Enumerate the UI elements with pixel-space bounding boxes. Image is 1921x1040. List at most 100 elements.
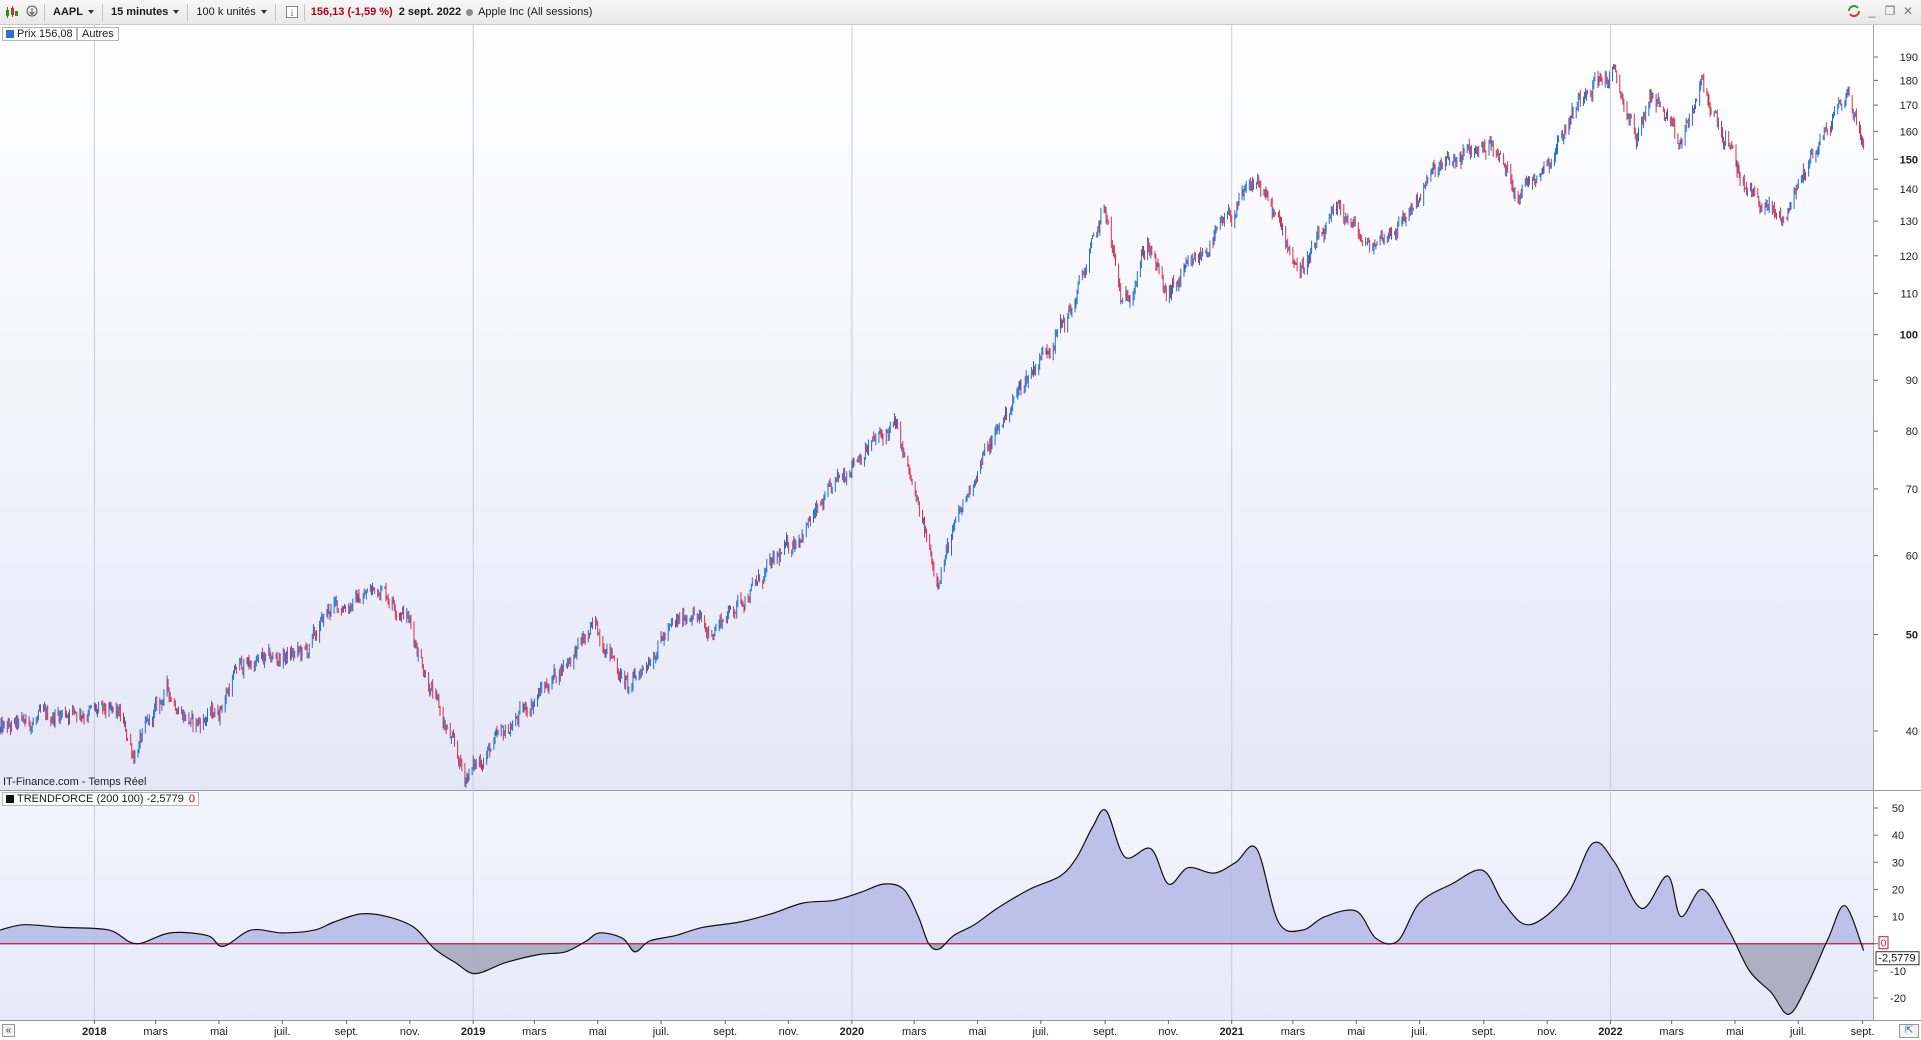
info-icon[interactable]: i — [284, 4, 300, 20]
x-tick-label: juil. — [273, 1026, 291, 1038]
gridlines — [93, 25, 1611, 1020]
session-status-icon — [466, 8, 474, 16]
x-tick-label: mars — [143, 1026, 168, 1038]
x-tick-label: mai — [1726, 1026, 1744, 1038]
indicator-tick-label: 40 — [1892, 830, 1904, 842]
price-tick-label: 150 — [1900, 154, 1918, 166]
time-axis[interactable]: « ⇱ — [0, 1020, 1921, 1040]
x-tick-label: juil. — [1789, 1026, 1807, 1038]
zero-axis-badge — [1878, 936, 1889, 950]
indicator-tick-label: -10 — [1890, 966, 1906, 978]
scroll-right-button[interactable]: ⇱ — [1899, 1024, 1919, 1038]
x-tick-label: mars — [902, 1026, 927, 1038]
x-tick-label: nov. — [400, 1026, 420, 1038]
price-tick-label: 70 — [1906, 484, 1918, 496]
others-button[interactable]: Autres — [77, 27, 119, 41]
x-tick-label: mai — [210, 1026, 228, 1038]
indicator-tick-label: 20 — [1892, 884, 1904, 896]
close-icon[interactable]: ✕ — [1902, 4, 1914, 18]
data-source-label: IT-Finance.com - Temps Réel — [3, 776, 147, 788]
restore-icon[interactable]: ❐ — [1884, 4, 1896, 18]
x-tick-label: 2019 — [461, 1026, 485, 1038]
indicator-axis[interactable] — [1874, 790, 1921, 1020]
window-controls: _ ❐ ✕ — [1847, 3, 1915, 19]
price-tick-label: 170 — [1900, 100, 1918, 112]
indicator-series-swatch — [6, 795, 14, 803]
quote-date: 2 sept. 2022 — [398, 6, 462, 18]
x-tick-label: mai — [969, 1026, 987, 1038]
x-tick-label: sept. — [1093, 1026, 1117, 1038]
x-tick-label: mars — [522, 1026, 547, 1038]
price-axis[interactable] — [1874, 25, 1921, 790]
price-tick-label: 50 — [1906, 629, 1918, 641]
chevron-down-icon — [173, 10, 180, 14]
x-tick-label: 2018 — [82, 1026, 106, 1038]
download-icon[interactable] — [24, 4, 40, 20]
chevron-down-icon — [260, 10, 267, 14]
price-tick-label: 80 — [1906, 426, 1918, 438]
x-tick-label: mai — [1347, 1026, 1365, 1038]
scroll-left-button[interactable]: « — [2, 1024, 15, 1037]
toolbar-divider — [187, 3, 189, 21]
x-tick-label: juil. — [1032, 1026, 1050, 1038]
units-label: 100 k unités — [196, 6, 256, 18]
svg-text:i: i — [290, 8, 293, 18]
x-tick-label: sept. — [1472, 1026, 1496, 1038]
x-tick-label: sept. — [1851, 1026, 1875, 1038]
x-tick-label: 2022 — [1598, 1026, 1622, 1038]
price-tick-label: 40 — [1906, 726, 1918, 738]
instrument-name: Apple Inc (All sessions) — [478, 6, 593, 18]
candlestick-chart-icon[interactable] — [4, 4, 20, 20]
price-tick-label: 160 — [1900, 126, 1918, 138]
minimize-icon[interactable]: _ — [1868, 4, 1876, 18]
toolbar-divider — [44, 3, 45, 21]
indicator-zero-label: 0 — [188, 793, 196, 805]
x-tick-label: mai — [589, 1026, 607, 1038]
chart-toolbar: AAPL 15 minutes 100 k unités i 156,13 (-… — [0, 0, 1921, 25]
price-tick-label: 120 — [1900, 251, 1918, 263]
indicator-tick-label: 30 — [1892, 857, 1904, 869]
axis-labels: 2018 mars mai juil. sept. nov. 2019 mars mai juil… — [82, 52, 1920, 1038]
symbol-label: AAPL — [53, 6, 83, 18]
price-tick-label: 110 — [1900, 288, 1918, 300]
interval-label: 15 minutes — [110, 6, 169, 18]
price-legend-label: Prix 156,08 — [17, 28, 73, 40]
x-tick-label: nov. — [1158, 1026, 1178, 1038]
toolbar-divider — [274, 3, 276, 21]
price-tick-label: 140 — [1900, 184, 1918, 196]
indicator-tick-label: 0 — [1881, 939, 1887, 950]
sync-icon[interactable] — [1847, 3, 1861, 19]
price-chart-pane[interactable] — [0, 25, 1874, 790]
x-tick-label: juil. — [652, 1026, 670, 1038]
x-tick-label: mars — [1659, 1026, 1684, 1038]
x-tick-label: sept. — [335, 1026, 359, 1038]
interval-dropdown[interactable]: 15 minutes — [107, 2, 183, 22]
price-candles — [0, 64, 1865, 788]
price-tick-label: 90 — [1906, 375, 1918, 387]
indicator-tick-label: 10 — [1892, 912, 1904, 924]
trendforce-series — [0, 809, 1874, 1015]
price-tick-label: 190 — [1900, 52, 1918, 64]
toolbar-divider — [303, 3, 305, 21]
toolbar-divider — [101, 3, 103, 21]
price-series-swatch — [6, 30, 14, 38]
indicator-positive-area — [0, 809, 1864, 944]
indicator-tick-label: -20 — [1890, 993, 1906, 1005]
price-tick-label: 60 — [1906, 551, 1918, 563]
x-tick-label: 2020 — [840, 1026, 864, 1038]
price-change: 156,13 (-1,59 %) — [310, 6, 393, 18]
x-tick-label: nov. — [779, 1026, 799, 1038]
units-dropdown[interactable]: 100 k unités — [192, 2, 270, 22]
indicator-last-value-label: -2,5779 — [1878, 953, 1915, 965]
x-tick-label: mars — [1281, 1026, 1306, 1038]
indicator-tick-label: 50 — [1892, 803, 1904, 815]
price-legend[interactable]: Prix 156,08 — [2, 27, 77, 41]
x-tick-label: sept. — [713, 1026, 737, 1038]
symbol-dropdown[interactable]: AAPL — [49, 2, 98, 22]
x-tick-label: 2021 — [1219, 1026, 1243, 1038]
x-tick-label: juil. — [1410, 1026, 1428, 1038]
indicator-legend[interactable]: TRENDFORCE (200 100) -2,5779 0 — [2, 792, 200, 806]
price-tick-label: 100 — [1900, 330, 1918, 342]
price-tick-label: 180 — [1900, 75, 1918, 87]
